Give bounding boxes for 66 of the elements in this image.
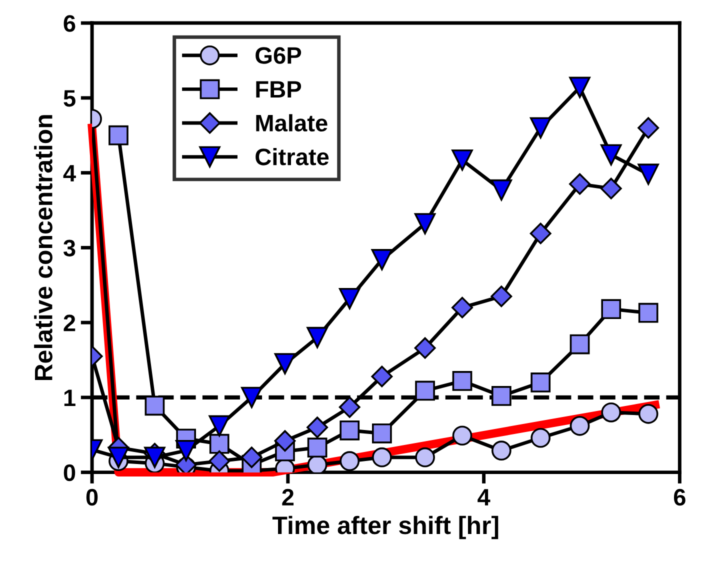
legend-label: Malate [256, 114, 328, 132]
y-axis-title: Relative concentration [34, 115, 52, 380]
point [307, 438, 328, 458]
point [208, 415, 230, 437]
point [490, 286, 512, 308]
point [638, 117, 660, 139]
x-tick-label: 4 [478, 489, 490, 506]
point [530, 372, 551, 392]
point [491, 440, 512, 461]
legend-label: G6P [256, 47, 302, 64]
point [108, 446, 130, 468]
point [638, 302, 658, 323]
point [415, 447, 435, 468]
point [306, 326, 328, 348]
point [638, 404, 658, 424]
point [600, 144, 622, 166]
point [371, 366, 393, 388]
y-tick-label: 1 [64, 390, 76, 406]
point [638, 164, 659, 185]
point [530, 117, 552, 138]
x-tick-label: 0 [86, 488, 98, 506]
legend-label: FBP [256, 81, 302, 98]
point [601, 402, 622, 422]
point [209, 434, 230, 454]
point [600, 178, 622, 200]
y-tick-label: 0 [64, 464, 76, 482]
y-tick-label: 6 [64, 15, 76, 32]
point [530, 428, 551, 448]
point [241, 386, 262, 408]
y-tick-label: 3 [63, 240, 76, 256]
point [570, 416, 590, 436]
point [372, 447, 392, 468]
point [530, 222, 552, 244]
point [274, 430, 296, 452]
point [340, 420, 360, 440]
point [452, 296, 473, 318]
y-tick-label: 5 [64, 90, 76, 107]
point [491, 386, 512, 406]
point [371, 249, 393, 270]
point [240, 446, 262, 468]
point [108, 125, 128, 146]
point [274, 353, 296, 374]
point [340, 451, 360, 472]
x-tick-label: 6 [674, 488, 686, 506]
y-tick-label: 4 [63, 165, 76, 182]
point [414, 337, 436, 359]
legend-label: Citrate [256, 148, 329, 166]
point [570, 334, 590, 354]
point [415, 380, 435, 401]
point [601, 299, 622, 320]
point [569, 173, 591, 195]
y-tick-label: 2 [64, 314, 76, 332]
point [452, 149, 473, 171]
point [338, 396, 360, 418]
point [452, 371, 472, 391]
x-axis-title: Time after shift [hr] [272, 516, 498, 540]
point [306, 416, 328, 438]
x-tick-label: 2 [282, 488, 294, 506]
point [414, 213, 436, 234]
point [338, 288, 360, 310]
point [144, 396, 165, 416]
point [490, 179, 512, 201]
point [452, 426, 472, 446]
point [208, 450, 230, 472]
point [569, 76, 590, 98]
point [372, 423, 392, 444]
